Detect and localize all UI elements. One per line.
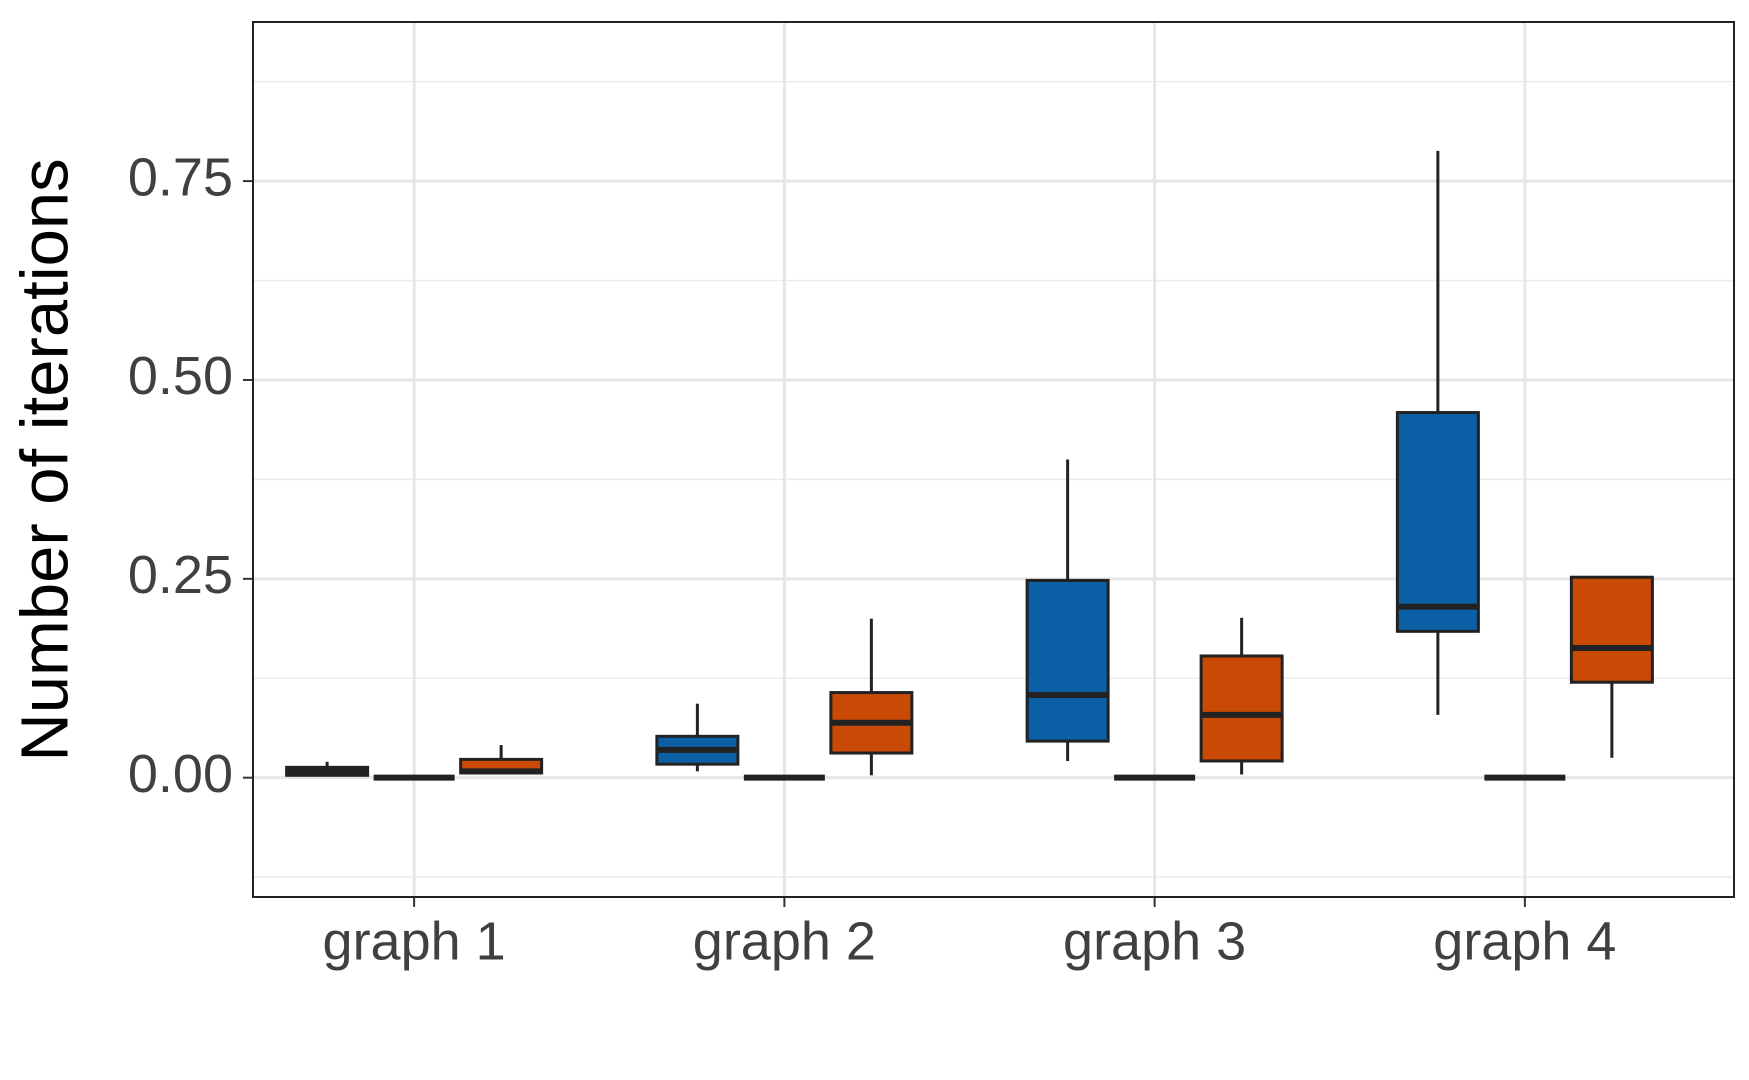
- box: [1199, 654, 1284, 763]
- y-tick-label: 0.00: [128, 744, 233, 804]
- y-axis-title: Number of iterations: [8, 158, 83, 761]
- y-tick-label: 0.50: [128, 346, 233, 406]
- box: [1569, 575, 1654, 684]
- x-tick-label: graph 4: [1433, 911, 1616, 971]
- box: [1395, 411, 1480, 633]
- x-tick-label: graph 1: [323, 911, 506, 971]
- x-tick-label: graph 3: [1063, 911, 1246, 971]
- plot-border: [252, 21, 1735, 898]
- box: [1025, 578, 1110, 743]
- y-tick-label: 0.75: [128, 147, 233, 207]
- y-tick-label: 0.25: [128, 545, 233, 605]
- x-tick-label: graph 2: [693, 911, 876, 971]
